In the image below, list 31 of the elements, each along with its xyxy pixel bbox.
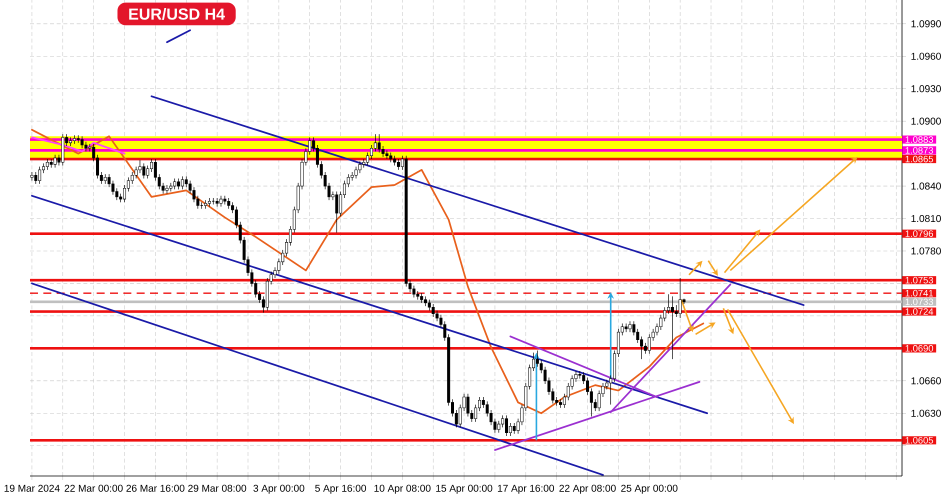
ref-line-label: 1.0873 [906, 147, 934, 154]
ref-line-label: 1.0753 [906, 276, 934, 284]
x-tick-label: 5 Apr 16:00 [315, 484, 366, 494]
y-tick-label: 1.0990 [911, 20, 941, 28]
y-tick-label: 1.0960 [911, 52, 941, 60]
ref-line-label: 1.0796 [906, 230, 934, 237]
x-tick-label: 29 Mar 08:00 [188, 484, 246, 492]
x-tick-label: 3 Apr 00:00 [253, 484, 304, 494]
x-tick-label: 22 Mar 00:00 [64, 484, 123, 492]
ref-line-label: 1.0605 [906, 437, 934, 444]
ref-line-label: 1.0690 [906, 345, 934, 352]
y-tick-label: 1.0660 [911, 377, 941, 384]
y-tick-label: 1.0900 [911, 118, 941, 125]
ref-line-label: 1.0741 [906, 290, 934, 296]
ref-line-label: 1.0883 [906, 136, 934, 143]
x-tick-label: 25 Apr 00:00 [621, 484, 678, 494]
ref-line-label: 1.0724 [906, 308, 934, 315]
x-tick-label: 10 Apr 08:00 [374, 484, 431, 494]
y-tick-label: 1.0810 [911, 214, 941, 222]
x-tick-label: 22 Apr 08:00 [559, 484, 616, 494]
y-tick-label: 1.0630 [911, 410, 941, 417]
y-tick-label: 1.0780 [911, 247, 941, 255]
y-tick-label: 1.0840 [911, 182, 941, 190]
ref-line-label: 1.0865 [906, 156, 934, 162]
x-tick-label: 15 Apr 00:00 [436, 484, 492, 494]
x-tick-label: 17 Apr 16:00 [498, 484, 554, 494]
x-tick-label: 26 Mar 16:00 [126, 484, 184, 492]
ref-line-label: 1.0733 [906, 298, 934, 306]
chart-title: EUR/USD H4 [129, 8, 225, 20]
x-tick-label: 19 Mar 2024 [4, 484, 60, 492]
y-tick-label: 1.0930 [911, 85, 941, 92]
